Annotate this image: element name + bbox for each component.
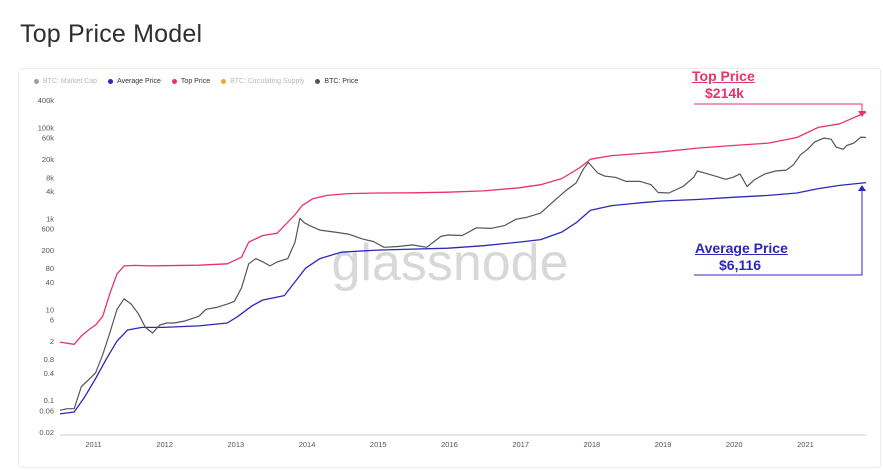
series-line-average-price (59, 181, 867, 415)
legend-item-average-price[interactable]: Average Price (108, 78, 161, 85)
legend-item-top-price[interactable]: Top Price (171, 78, 211, 85)
y-tick-label: 400k (38, 96, 55, 105)
y-tick-label: 600 (41, 224, 54, 233)
x-tick-label: 2017 (512, 440, 529, 449)
x-axis: 2011 2012 2013 2014 2015 2016 2017 2018 2019 2020… (85, 440, 813, 449)
page-title: Top Price Model (20, 20, 203, 48)
legend-item-circulating-supply[interactable]: BTC: Circulating Supply (221, 78, 304, 85)
x-tick-label: 2020 (726, 440, 743, 449)
chart-legend: BTC: Market Cap Average Price Top Price … (34, 78, 358, 85)
y-tick-label: 40 (46, 278, 54, 287)
y-tick-label: 4k (46, 187, 54, 196)
top-price-arrowhead (858, 111, 866, 117)
y-tick-label: 0.02 (39, 428, 54, 437)
legend-label: BTC: Market Cap (43, 78, 98, 85)
x-tick-label: 2019 (655, 440, 672, 449)
legend-item-market-cap[interactable]: BTC: Market Cap (34, 78, 97, 85)
x-tick-label: 2013 (228, 440, 245, 449)
x-tick-label: 2018 (584, 440, 601, 449)
legend-dot (171, 79, 177, 84)
y-tick-label: 0.1 (44, 396, 54, 405)
y-tick-label: 200 (41, 246, 54, 255)
y-tick-label: 0.4 (44, 369, 54, 378)
legend-dot (108, 79, 114, 84)
y-tick-label: 2 (50, 337, 54, 346)
average-price-annotation-value: $6,116 (719, 257, 762, 273)
x-tick-label: 2011 (85, 440, 101, 449)
average-price-annotation: Average Price $6,116 (695, 240, 788, 274)
y-tick-label: 10 (46, 305, 54, 314)
top-price-annotation-value: $214k (705, 85, 744, 101)
y-tick-label: 60k (42, 133, 54, 142)
watermark: glassnode (331, 234, 568, 292)
y-tick-label: 100k (38, 123, 55, 132)
legend-item-btc-price[interactable]: BTC: Price (315, 78, 358, 85)
y-tick-label: 20k (42, 155, 54, 164)
y-tick-label: 0.06 (39, 406, 54, 415)
x-tick-label: 2015 (370, 440, 387, 449)
chart-card (18, 68, 881, 468)
average-price-arrowhead (858, 185, 866, 191)
legend-dot (221, 79, 227, 84)
legend-label: BTC: Circulating Supply (230, 78, 305, 85)
series-line-btc-price (59, 136, 867, 411)
x-tick-label: 2021 (797, 440, 814, 449)
annotation-arrows (694, 103, 866, 276)
y-tick-label: 6 (50, 315, 54, 324)
series-line-top-price (59, 111, 867, 345)
series-group (59, 111, 867, 415)
x-tick-label: 2014 (299, 440, 316, 449)
top-price-arrow (694, 103, 863, 115)
y-tick-label: 8k (46, 173, 54, 182)
average-price-annotation-title: Average Price (695, 240, 788, 256)
x-tick-label: 2012 (156, 440, 173, 449)
y-tick-label: 0.8 (44, 355, 54, 364)
y-tick-label: 1k (46, 214, 54, 223)
average-price-arrow (694, 187, 863, 276)
legend-dot (315, 79, 321, 84)
legend-dot (34, 79, 39, 84)
y-tick-label: 80 (46, 264, 54, 273)
top-price-annotation: Top Price $214k (692, 68, 755, 102)
legend-label: BTC: Price (324, 78, 359, 85)
legend-label: Top Price (180, 78, 211, 85)
top-price-annotation-title: Top Price (692, 68, 755, 84)
x-tick-label: 2016 (441, 440, 458, 449)
legend-label: Average Price (117, 78, 161, 85)
